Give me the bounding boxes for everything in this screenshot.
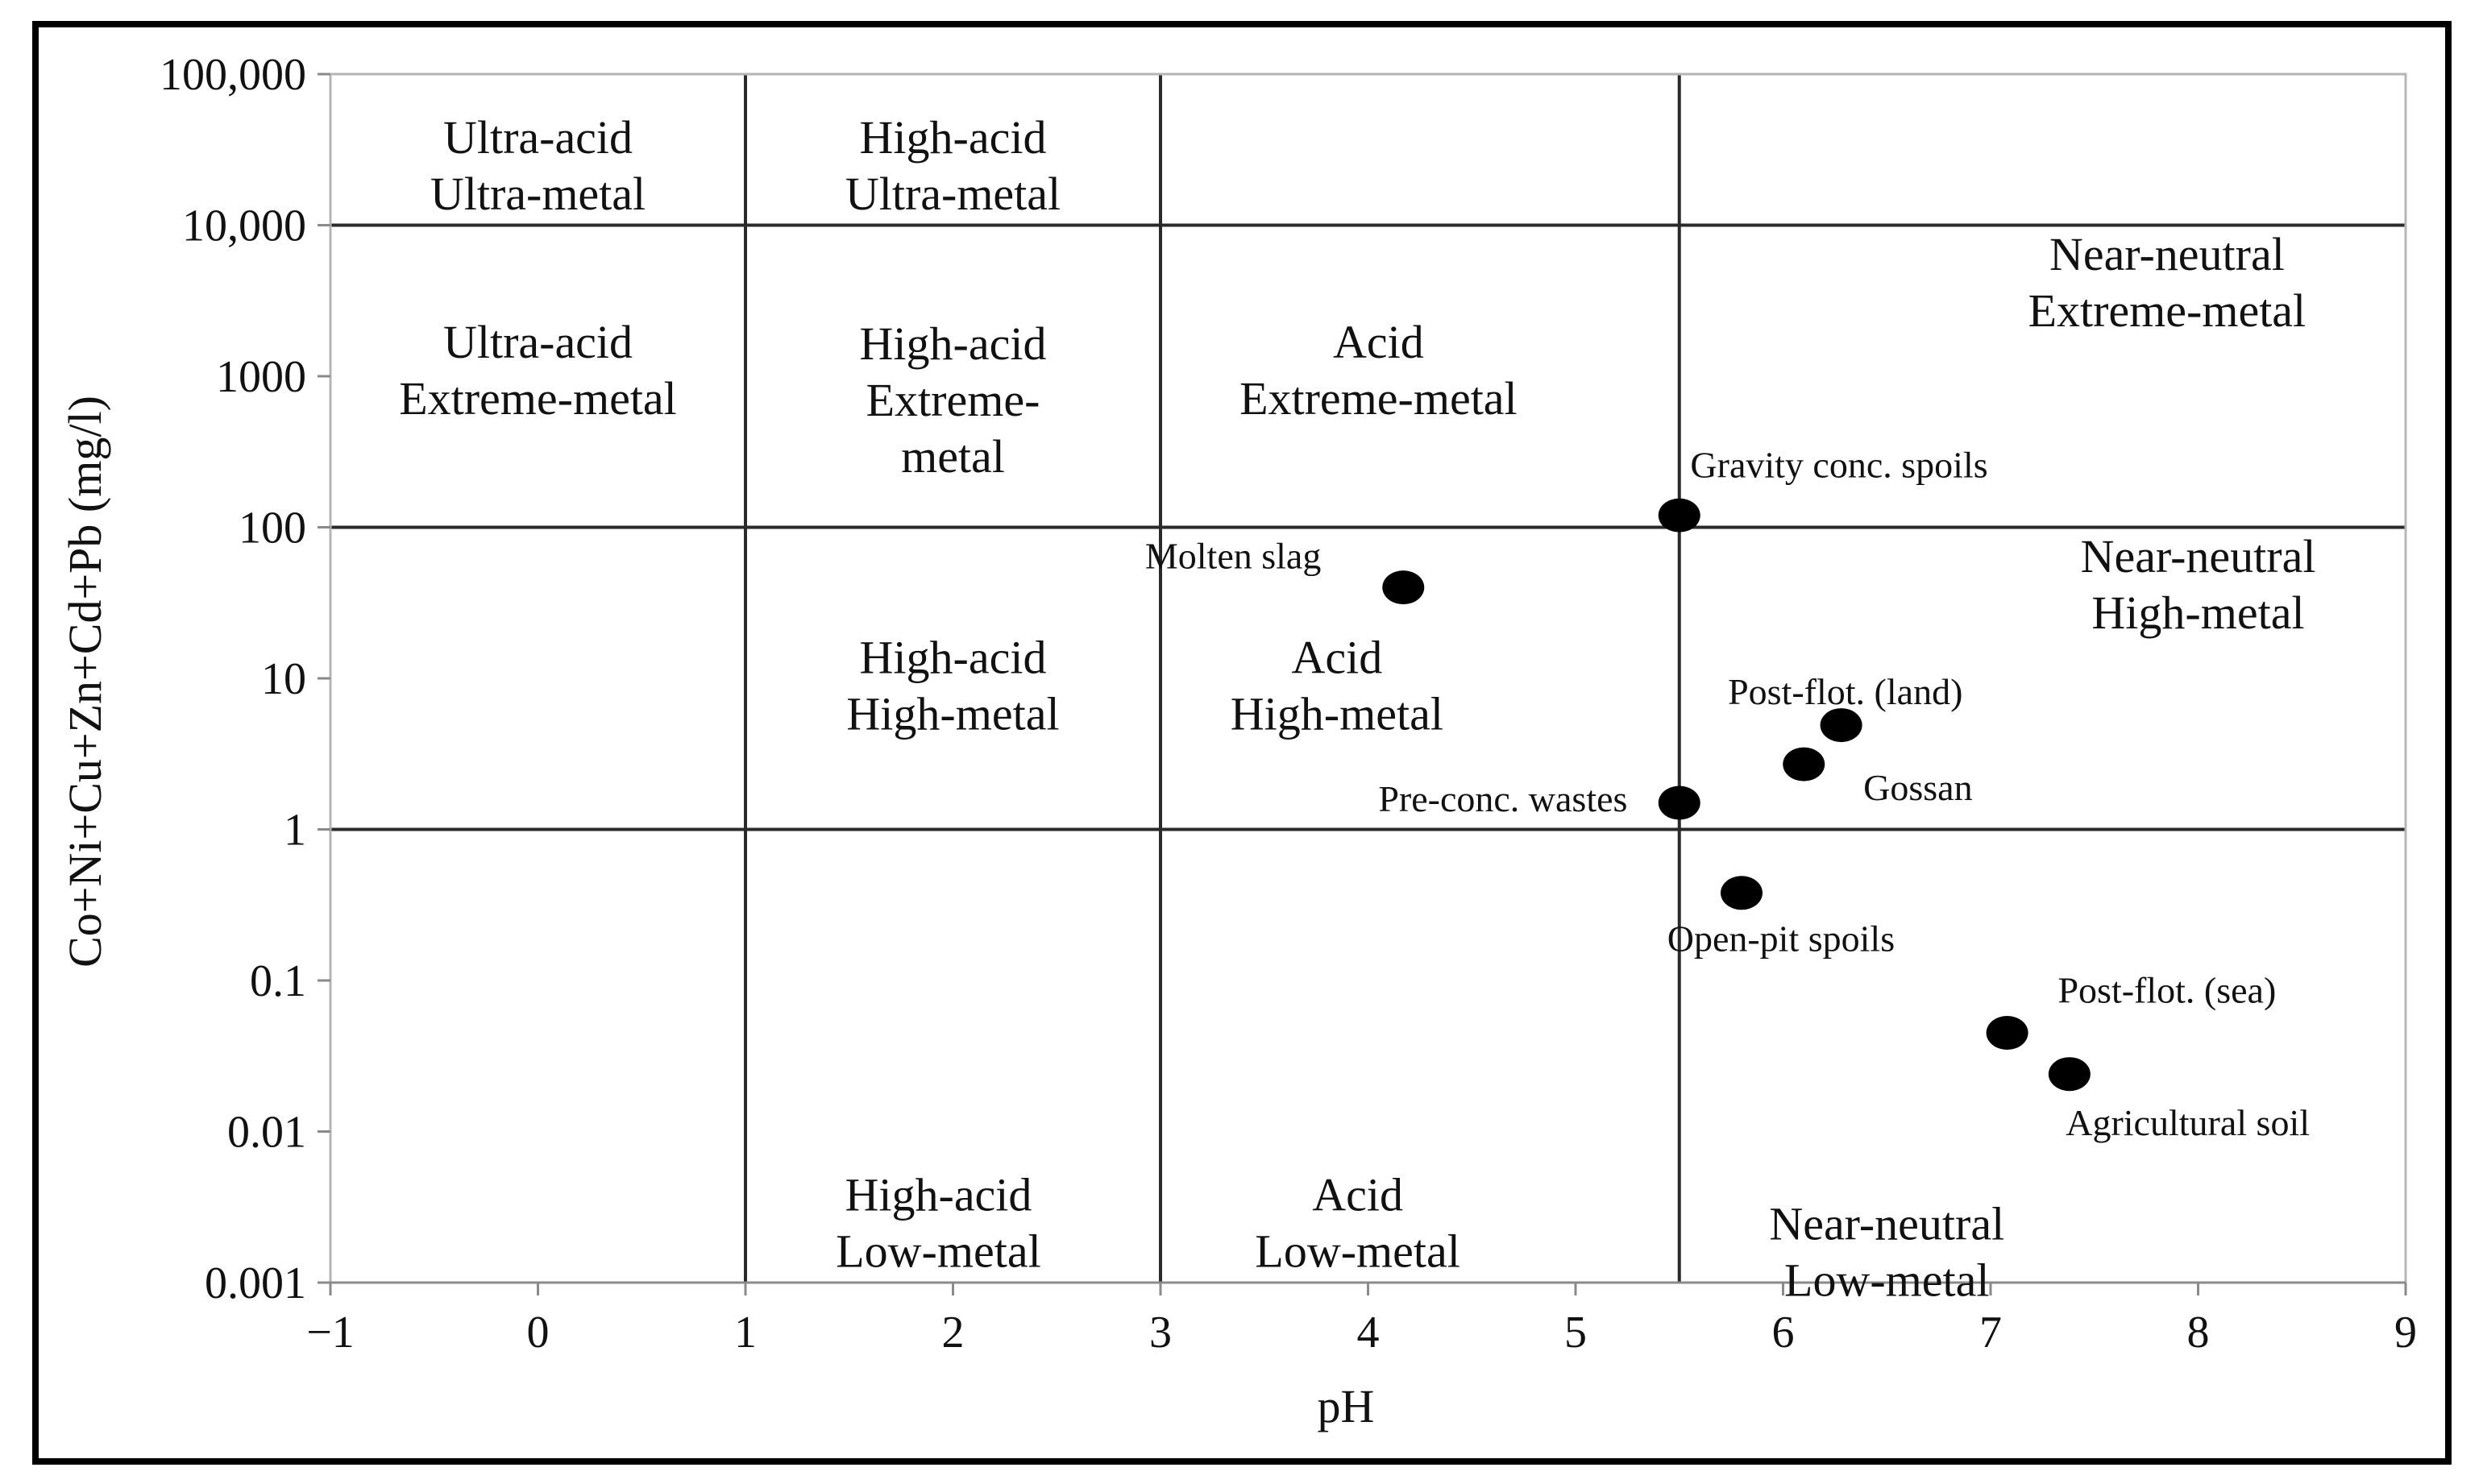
region-label: High-metal	[2091, 587, 2304, 639]
data-point-label: Post-flot. (sea)	[2057, 969, 2276, 1010]
region-label: High-metal	[1231, 688, 1443, 740]
data-point	[1783, 747, 1825, 781]
axis-layer: −1 0 1 2 3 4 5 6 7 8 9 0.001 0.01 0.1 1 10 100 1000 10,000…	[160, 50, 2417, 1358]
region-label: Near-neutral	[1769, 1198, 2004, 1250]
x-tick-label: 5	[1564, 1308, 1587, 1358]
region-label: Acid	[1292, 632, 1383, 684]
region-label: High-acid	[860, 632, 1047, 684]
x-tick-label: 4	[1357, 1308, 1380, 1358]
region-label: Ultra-metal	[845, 168, 1061, 220]
y-tick-label: 0.01	[227, 1108, 306, 1158]
region-label: Extreme-metal	[2028, 284, 2307, 337]
data-point-label: Molten slag	[1145, 536, 1321, 577]
y-tick-label: 0.1	[250, 956, 306, 1006]
x-tick-label: 2	[942, 1308, 965, 1358]
region-label: High-acid	[845, 1168, 1032, 1221]
region-label: Low-metal	[836, 1225, 1040, 1277]
data-point	[1658, 786, 1700, 820]
region-label: Low-metal	[1784, 1254, 1989, 1307]
data-point-label: Post-flot. (land)	[1728, 671, 1962, 712]
x-tick-label: 1	[734, 1308, 757, 1358]
y-tick-label: 1000	[216, 352, 306, 402]
data-point	[1658, 498, 1700, 533]
region-label: High-metal	[846, 688, 1059, 740]
region-label: Ultra-acid	[443, 111, 633, 164]
region-label: Ultra-acid	[443, 316, 633, 368]
data-point-label: Agricultural soil	[2066, 1102, 2310, 1143]
data-point	[1820, 708, 1862, 743]
data-point	[1986, 1016, 2028, 1051]
data-point-label: Gravity conc. spoils	[1690, 445, 1987, 486]
region-label: High-acid	[860, 111, 1047, 164]
x-tick-label: 8	[2187, 1308, 2210, 1358]
region-label: High-acid	[860, 317, 1047, 370]
region-label: Extreme-metal	[399, 372, 677, 425]
region-label: Extreme-metal	[1239, 372, 1518, 425]
data-point-label: Pre-conc. wastes	[1378, 778, 1627, 819]
region-label: Ultra-metal	[430, 168, 646, 220]
region-label: Near-neutral	[2049, 228, 2285, 280]
region-label: Near-neutral	[2081, 530, 2316, 582]
x-tick-label: 7	[1979, 1308, 2002, 1358]
point-label-layer: Gravity conc. spoils Molten slag Post-flot…	[1145, 445, 2310, 1143]
region-label: Extreme-	[866, 374, 1040, 426]
data-point-label: Open-pit spoils	[1667, 918, 1895, 960]
x-tick-label: 3	[1149, 1308, 1172, 1358]
x-tick-label: −1	[306, 1308, 355, 1358]
region-label: Acid	[1312, 1168, 1403, 1221]
data-point-label: Gossan	[1863, 767, 1972, 808]
x-tick-label: 0	[527, 1308, 550, 1358]
y-axis-title: Co+Ni+Cu+Zn+Cd+Pb (mg/l)	[59, 396, 111, 968]
point-layer	[1382, 498, 2091, 1092]
x-axis-title: pH	[1318, 1380, 1375, 1432]
x-tick-label: 9	[2394, 1308, 2417, 1358]
data-point	[1721, 876, 1763, 910]
chart-frame	[32, 21, 2452, 1465]
y-tick-label: 0.001	[205, 1258, 306, 1308]
data-point	[1382, 570, 1425, 605]
y-tick-label: 1	[284, 806, 306, 856]
region-label: metal	[901, 430, 1005, 483]
y-tick-label: 10,000	[182, 201, 306, 251]
region-layer: Ultra-acidUltra-metalHigh-acidUltra-meta…	[399, 111, 2315, 1307]
y-tick-label: 10	[261, 654, 306, 704]
y-tick-label: 100,000	[160, 50, 306, 100]
region-label: Acid	[1333, 316, 1424, 368]
y-tick-label: 100	[239, 504, 306, 553]
region-label: Low-metal	[1255, 1225, 1459, 1277]
grid-layer	[330, 74, 2406, 1283]
x-tick-label: 6	[1772, 1308, 1795, 1358]
data-point	[2048, 1057, 2091, 1092]
